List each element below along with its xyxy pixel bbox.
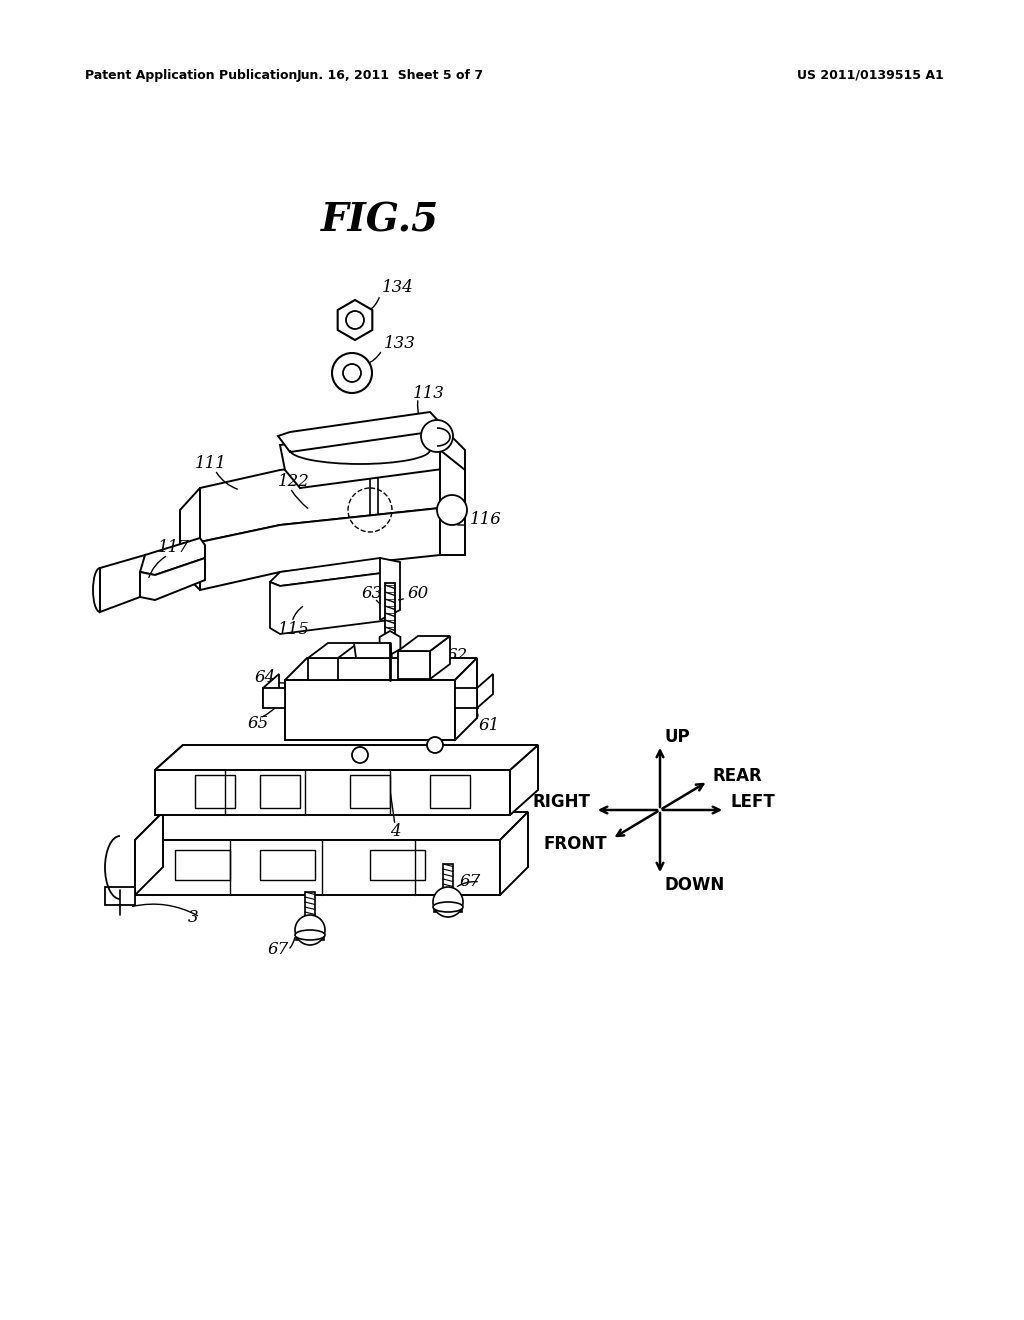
Polygon shape	[280, 425, 465, 488]
Text: 133: 133	[384, 334, 416, 351]
Polygon shape	[510, 744, 538, 814]
Text: 117: 117	[158, 540, 189, 557]
Text: LEFT: LEFT	[730, 793, 775, 810]
Polygon shape	[455, 657, 477, 741]
Polygon shape	[398, 651, 430, 678]
Polygon shape	[385, 583, 395, 643]
Ellipse shape	[295, 931, 325, 940]
Polygon shape	[380, 558, 400, 620]
Polygon shape	[180, 488, 200, 590]
Ellipse shape	[433, 902, 463, 912]
Text: FRONT: FRONT	[544, 834, 607, 853]
Circle shape	[433, 887, 463, 917]
Polygon shape	[308, 657, 338, 680]
Polygon shape	[338, 300, 373, 341]
Polygon shape	[155, 744, 538, 770]
Polygon shape	[285, 657, 477, 680]
Text: 67: 67	[268, 941, 289, 958]
Circle shape	[437, 495, 467, 525]
Text: 62: 62	[447, 648, 468, 664]
Polygon shape	[305, 892, 315, 931]
Polygon shape	[308, 643, 358, 657]
Polygon shape	[105, 887, 135, 906]
Text: UP: UP	[664, 729, 689, 746]
Circle shape	[421, 420, 453, 451]
Polygon shape	[155, 770, 510, 814]
Text: 134: 134	[382, 280, 414, 297]
Polygon shape	[350, 775, 390, 808]
Text: 3: 3	[188, 908, 199, 925]
Polygon shape	[135, 840, 500, 895]
Text: Patent Application Publication: Patent Application Publication	[85, 69, 297, 82]
Polygon shape	[135, 812, 163, 895]
Polygon shape	[135, 812, 528, 840]
Text: 60: 60	[408, 586, 429, 602]
Polygon shape	[296, 931, 324, 940]
Text: DOWN: DOWN	[664, 876, 724, 894]
Polygon shape	[380, 631, 400, 655]
Text: 116: 116	[470, 511, 502, 528]
Text: 65: 65	[460, 706, 481, 723]
Polygon shape	[175, 850, 230, 880]
Text: 113: 113	[413, 384, 444, 401]
Circle shape	[346, 312, 364, 329]
Text: 61: 61	[479, 718, 501, 734]
Polygon shape	[260, 775, 300, 808]
Polygon shape	[155, 744, 183, 814]
Polygon shape	[140, 539, 205, 576]
Polygon shape	[455, 688, 477, 708]
Polygon shape	[200, 508, 440, 590]
Polygon shape	[500, 812, 528, 895]
Polygon shape	[398, 636, 450, 651]
Circle shape	[332, 352, 372, 393]
Circle shape	[352, 747, 368, 763]
Text: Jun. 16, 2011  Sheet 5 of 7: Jun. 16, 2011 Sheet 5 of 7	[296, 69, 483, 82]
Polygon shape	[140, 558, 205, 601]
Text: REAR: REAR	[713, 767, 763, 785]
Polygon shape	[278, 412, 445, 451]
Polygon shape	[260, 850, 315, 880]
Polygon shape	[100, 554, 145, 612]
Polygon shape	[200, 450, 465, 543]
Text: US 2011/0139515 A1: US 2011/0139515 A1	[797, 69, 943, 82]
Polygon shape	[440, 450, 465, 554]
Polygon shape	[285, 680, 455, 741]
Text: 64: 64	[255, 669, 276, 686]
Text: 63: 63	[362, 586, 383, 602]
Polygon shape	[270, 572, 390, 634]
Polygon shape	[443, 865, 453, 902]
Circle shape	[295, 915, 325, 945]
Text: 65: 65	[248, 715, 269, 733]
Text: 111: 111	[195, 454, 227, 471]
Polygon shape	[195, 775, 234, 808]
Text: RIGHT: RIGHT	[532, 793, 590, 810]
Polygon shape	[354, 643, 392, 657]
Polygon shape	[263, 688, 285, 708]
Polygon shape	[430, 775, 470, 808]
Circle shape	[343, 364, 361, 381]
Polygon shape	[477, 675, 493, 708]
Polygon shape	[430, 636, 450, 678]
Polygon shape	[270, 558, 390, 586]
Text: 122: 122	[278, 474, 310, 491]
Polygon shape	[370, 850, 425, 880]
Text: 67: 67	[460, 874, 481, 891]
Polygon shape	[434, 902, 462, 912]
Text: 4: 4	[390, 824, 400, 841]
Polygon shape	[263, 675, 279, 708]
Circle shape	[427, 737, 443, 752]
Text: 115: 115	[278, 622, 310, 639]
Text: FIG.5: FIG.5	[321, 201, 439, 239]
